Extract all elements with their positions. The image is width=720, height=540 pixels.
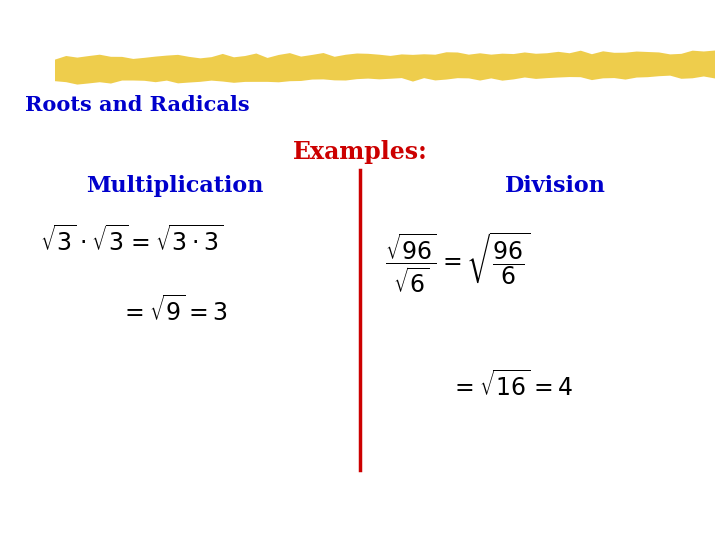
Text: Examples:: Examples: — [292, 140, 428, 164]
Text: Multiplication: Multiplication — [86, 175, 264, 197]
Polygon shape — [55, 51, 715, 85]
Text: $= \sqrt{9} = 3$: $= \sqrt{9} = 3$ — [120, 295, 228, 326]
Text: $\dfrac{\sqrt{96}}{\sqrt{6}} = \sqrt{\dfrac{96}{6}}$: $\dfrac{\sqrt{96}}{\sqrt{6}} = \sqrt{\df… — [385, 230, 530, 295]
Text: Roots and Radicals: Roots and Radicals — [25, 95, 250, 115]
Text: $= \sqrt{16} = 4$: $= \sqrt{16} = 4$ — [450, 370, 573, 401]
Text: $\sqrt{3} \cdot \sqrt{3} = \sqrt{3 \cdot 3}$: $\sqrt{3} \cdot \sqrt{3} = \sqrt{3 \cdot… — [40, 225, 223, 255]
Text: Division: Division — [505, 175, 606, 197]
